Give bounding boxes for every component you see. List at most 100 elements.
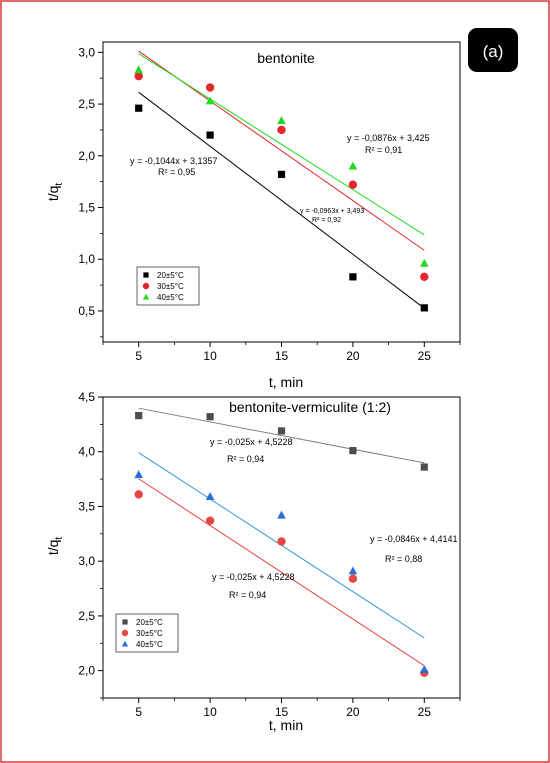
data-points — [134, 65, 429, 312]
x-tick-label: 5 — [135, 349, 142, 363]
legend-marker — [143, 272, 149, 278]
fit-equation: y = -0,025x + 4,5228 — [210, 437, 293, 447]
data-point — [349, 273, 357, 281]
legend-entry: 40±5°C — [157, 293, 184, 302]
data-point — [420, 463, 428, 471]
legend-marker — [122, 619, 128, 625]
data-point — [134, 490, 143, 499]
data-point — [277, 125, 286, 135]
chart-title: bentonite-vermiculite (1:2) — [229, 399, 391, 415]
fit-line-2 — [138, 53, 425, 236]
legend-marker — [121, 640, 129, 647]
y-tick-label: 3,0 — [78, 554, 95, 568]
x-axis: 5 10 15 20 25 — [102, 698, 461, 719]
y-tick-label: 2,0 — [78, 149, 95, 163]
fit-r2: R² = 0,95 — [158, 167, 195, 177]
data-point — [135, 412, 143, 420]
fit-line-0 — [138, 407, 425, 464]
legend-entry: 20±5°C — [136, 618, 163, 627]
x-tick-label: 10 — [203, 349, 217, 363]
data-point — [348, 161, 358, 170]
x-tick-label: 25 — [418, 349, 432, 363]
fit-annotation-30: y = -0,0963x + 3,493 R² = 0,92 — [300, 208, 364, 224]
x-tick-label: 5 — [135, 705, 142, 719]
data-point — [419, 258, 429, 267]
y-axis-label-subscript: t — [54, 183, 65, 186]
fit-annotation-40: y = -0,0876x + 3,425 R² = 0,91 — [347, 133, 430, 155]
y-axis-label-subscript: t — [54, 537, 65, 540]
y-tick-label: 3,0 — [78, 45, 95, 59]
data-point — [420, 272, 429, 282]
data-point — [134, 65, 144, 74]
chart-bentonite: bentonite 5 10 15 20 25 0,5 1,0 1,5 2,0 2,5 3,0 t… — [45, 41, 461, 390]
x-axis-label: t, min — [269, 374, 303, 390]
y-axis-label-main: t/q — [45, 540, 61, 556]
x-tick-label: 15 — [275, 349, 289, 363]
fit-lines — [138, 50, 425, 309]
data-point — [205, 492, 215, 501]
data-point — [134, 470, 144, 479]
legend-entry: 30±5°C — [136, 629, 163, 638]
y-axis-label-main: t/q — [45, 186, 61, 202]
x-tick-label: 20 — [346, 349, 360, 363]
fit-line-1 — [138, 478, 425, 667]
legend: 20±5°C 30±5°C 40±5°C — [115, 613, 179, 653]
fit-equation: y = -0,0846x + 4,4141 — [370, 534, 458, 544]
legend-marker — [121, 629, 129, 637]
x-axis-label: t, min — [269, 717, 303, 733]
y-tick-label: 4,0 — [78, 445, 95, 459]
data-point — [348, 574, 358, 583]
fit-line-0 — [138, 91, 425, 309]
y-tick-label: 2,5 — [78, 97, 95, 111]
y-axis-label: t/qt — [45, 537, 65, 556]
panel-label-badge: (a) — [468, 28, 518, 72]
data-points — [134, 412, 429, 678]
fit-annotation-40: y = -0,0846x + 4,4141 R² = 0,88 — [370, 534, 458, 564]
y-tick-label: 0,5 — [78, 304, 95, 318]
fit-annotation-30: y = -0,025x + 4,5228 R² = 0,94 — [212, 572, 295, 600]
x-axis: 5 10 15 20 25 — [102, 342, 461, 363]
data-point — [277, 170, 286, 179]
y-tick-label: 1,0 — [78, 252, 95, 266]
fit-annotation-20: y = -0,025x + 4,5228 R² = 0,94 — [210, 437, 293, 464]
fit-r2: R² = 0,91 — [365, 145, 402, 155]
data-point — [205, 96, 215, 105]
data-point — [205, 83, 215, 92]
data-point — [277, 116, 286, 125]
y-tick-label: 3,5 — [78, 499, 95, 513]
y-axis-label: t/qt — [45, 183, 65, 202]
y-axis: 2,0 2,5 3,0 3,5 4,0 4,5 — [78, 390, 103, 699]
data-point — [134, 71, 143, 81]
y-tick-label: 4,5 — [78, 390, 95, 404]
fit-equation: y = -0,025x + 4,5228 — [212, 572, 295, 582]
panel-label: (a) — [483, 42, 504, 61]
x-tick-label: 20 — [346, 705, 360, 719]
data-point — [348, 566, 358, 575]
data-point — [349, 447, 357, 455]
fit-annotation-20: y = -0,1044x + 3,1357 R² = 0,95 — [130, 156, 218, 177]
fit-r2: R² = 0,92 — [312, 217, 341, 224]
x-tick-label: 15 — [275, 705, 289, 719]
fit-r2: R² = 0,88 — [385, 554, 422, 564]
data-point — [277, 427, 286, 435]
data-point — [206, 413, 214, 421]
y-axis: 0,5 1,0 1,5 2,0 2,5 3,0 — [78, 45, 103, 338]
data-point — [420, 304, 428, 312]
data-point — [277, 510, 286, 519]
legend-entry: 30±5°C — [157, 282, 184, 291]
legend-entry: 40±5°C — [136, 640, 163, 649]
fit-equation: y = -0,0876x + 3,425 — [347, 133, 430, 143]
x-tick-label: 25 — [418, 705, 432, 719]
legend: 20±5°C 30±5°C 40±5°C — [136, 266, 200, 306]
data-point — [206, 131, 214, 139]
chart-title: bentonite — [257, 50, 315, 66]
fit-equation: y = -0,0963x + 3,493 — [300, 208, 364, 215]
data-point — [277, 537, 286, 546]
data-point — [348, 180, 358, 189]
fit-r2: R² = 0,94 — [229, 590, 266, 600]
legend-marker — [142, 293, 150, 300]
y-tick-label: 1,5 — [78, 201, 95, 215]
y-tick-label: 2,0 — [78, 664, 95, 678]
data-point — [205, 516, 215, 525]
